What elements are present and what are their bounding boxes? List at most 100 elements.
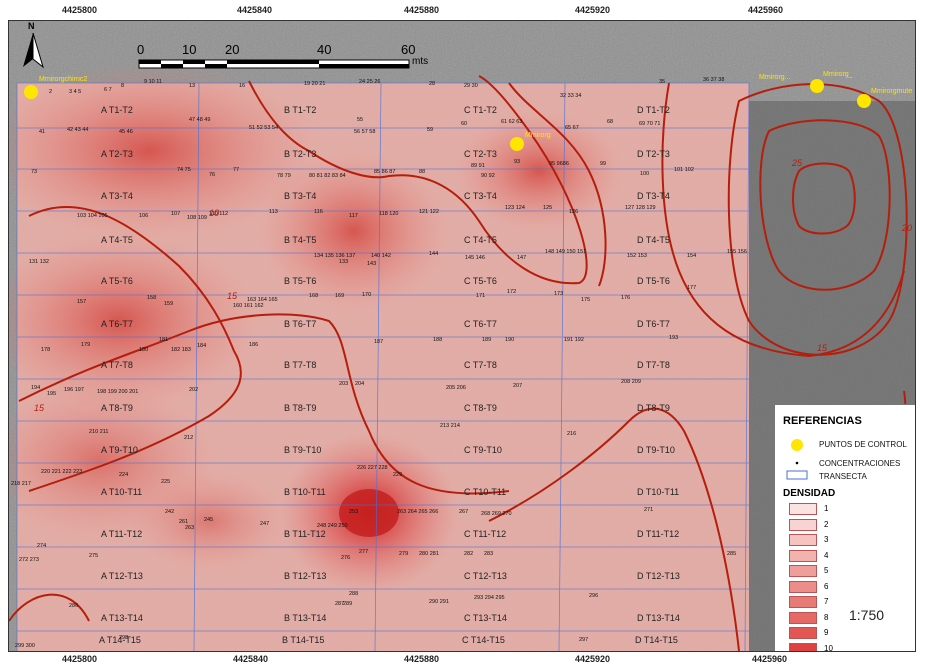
svg-text:298: 298 xyxy=(119,635,128,641)
svg-text:68: 68 xyxy=(607,119,613,125)
svg-text:147: 147 xyxy=(517,255,526,261)
svg-text:158: 158 xyxy=(147,295,156,301)
svg-text:35: 35 xyxy=(659,79,665,85)
svg-text:285: 285 xyxy=(727,551,736,557)
transect-label: A T1-T2 xyxy=(101,105,133,115)
transect-label: D T13-T14 xyxy=(637,613,680,623)
isoline-label: 25 xyxy=(791,158,803,168)
density-swatch xyxy=(789,519,817,531)
svg-text:85 86 87: 85 86 87 xyxy=(374,169,395,175)
svg-text:173: 173 xyxy=(554,291,563,297)
density-swatch xyxy=(789,612,817,624)
transect-label: B T2-T3 xyxy=(284,149,316,159)
svg-text:78 79: 78 79 xyxy=(277,173,291,179)
svg-text:93: 93 xyxy=(514,159,520,165)
density-swatch xyxy=(789,565,817,577)
transect-label: C T14-T15 xyxy=(462,635,505,645)
control-point-label: Mmirorg... xyxy=(759,74,791,81)
svg-text:205 206: 205 206 xyxy=(446,385,466,391)
x-coord-top: 4425880 xyxy=(404,5,439,15)
svg-text:108 109: 108 109 xyxy=(187,215,207,221)
control-point-marker xyxy=(857,94,871,108)
scale-unit: mts xyxy=(412,56,428,67)
svg-text:168: 168 xyxy=(309,293,318,299)
isoline-label: 15 xyxy=(817,343,828,353)
transect-label: D T10-T11 xyxy=(637,487,679,497)
svg-text:271: 271 xyxy=(644,507,653,513)
svg-text:41: 41 xyxy=(39,129,45,135)
map-frame[interactable]: 10 15 15 15 20 25 A T1-T2 A T2-T3 A T3-T4 A… xyxy=(8,20,916,652)
svg-text:203: 203 xyxy=(339,381,348,387)
density-swatch xyxy=(789,643,817,653)
svg-text:45 46: 45 46 xyxy=(119,129,133,135)
transect-label: C T10-T11 xyxy=(464,487,506,497)
x-coord-bottom: 4425800 xyxy=(62,654,97,664)
scale-tick: 40 xyxy=(317,42,331,57)
transect-label: D T12-T13 xyxy=(637,571,680,581)
transect-label: B T1-T2 xyxy=(284,105,316,115)
density-class-label: 2 xyxy=(824,520,828,529)
svg-text:157: 157 xyxy=(77,299,86,305)
svg-text:172: 172 xyxy=(507,289,516,295)
transect-label: A T12-T13 xyxy=(101,571,143,581)
svg-text:42 43 44: 42 43 44 xyxy=(67,127,88,133)
transect-label: C T7-T8 xyxy=(464,360,497,370)
transect-label: A T2-T3 xyxy=(101,149,133,159)
svg-text:283: 283 xyxy=(484,551,493,557)
density-swatch xyxy=(789,503,817,515)
svg-text:194: 194 xyxy=(31,385,40,391)
transect-label: A T11-T12 xyxy=(101,529,142,539)
svg-text:186: 186 xyxy=(249,342,258,348)
isoline-label: 20 xyxy=(901,223,912,233)
transect-label: D T1-T2 xyxy=(637,105,670,115)
svg-text:175: 175 xyxy=(581,297,590,303)
svg-text:263: 263 xyxy=(185,525,194,531)
svg-text:144: 144 xyxy=(429,251,438,257)
density-class-label: 9 xyxy=(824,628,828,637)
transect-label: B T11-T12 xyxy=(284,529,326,539)
x-coord-top: 4425920 xyxy=(575,5,610,15)
svg-text:277: 277 xyxy=(359,549,368,555)
svg-text:24 25 26: 24 25 26 xyxy=(359,79,380,85)
isoline-label: 15 xyxy=(34,403,45,413)
transect-label: B T14-T15 xyxy=(282,635,324,645)
legend-control-points: PUNTOS DE CONTROL xyxy=(819,440,907,449)
transect-label: D T14-T15 xyxy=(635,635,678,645)
density-swatch xyxy=(789,627,817,639)
svg-text:184: 184 xyxy=(197,343,206,349)
svg-text:6 7: 6 7 xyxy=(104,87,112,93)
svg-text:195: 195 xyxy=(47,391,56,397)
svg-text:77: 77 xyxy=(233,167,239,173)
svg-text:171: 171 xyxy=(476,293,485,299)
svg-text:279: 279 xyxy=(399,551,408,557)
density-swatch xyxy=(789,550,817,562)
svg-text:127 128 129: 127 128 129 xyxy=(625,205,656,211)
svg-text:117: 117 xyxy=(349,213,358,219)
svg-text:32 33 34: 32 33 34 xyxy=(560,93,581,99)
svg-text:290 291: 290 291 xyxy=(429,599,449,605)
transect-label: C T13-T14 xyxy=(464,613,507,623)
svg-text:289: 289 xyxy=(343,601,352,607)
svg-text:263 264 265 266: 263 264 265 266 xyxy=(397,509,438,515)
control-point-marker xyxy=(810,79,824,93)
svg-text:299 300: 299 300 xyxy=(15,643,35,649)
density-class-label: 5 xyxy=(824,566,828,575)
legend-panel: REFERENCIAS PUNTOS DE CONTROL CONCENTRAC… xyxy=(774,404,916,652)
svg-text:245: 245 xyxy=(204,517,213,523)
svg-text:196 197: 196 197 xyxy=(64,387,84,393)
scale-ratio: 1:750 xyxy=(849,607,884,623)
control-point-marker xyxy=(24,85,38,99)
svg-text:268 269 270: 268 269 270 xyxy=(481,511,512,517)
transect-label: A T6-T7 xyxy=(101,319,133,329)
density-hotspot-core xyxy=(339,489,399,537)
svg-text:253: 253 xyxy=(349,509,358,515)
transect-label: A T8-T9 xyxy=(101,403,133,413)
svg-text:198 199 200 201: 198 199 200 201 xyxy=(97,389,138,395)
transect-label: C T1-T2 xyxy=(464,105,497,115)
svg-text:8: 8 xyxy=(121,83,124,89)
svg-text:207: 207 xyxy=(513,383,522,389)
svg-text:224: 224 xyxy=(119,472,128,478)
svg-text:160 161 162: 160 161 162 xyxy=(233,303,264,309)
transect-label: A T7-T8 xyxy=(101,360,133,370)
svg-text:140 142: 140 142 xyxy=(371,253,391,259)
